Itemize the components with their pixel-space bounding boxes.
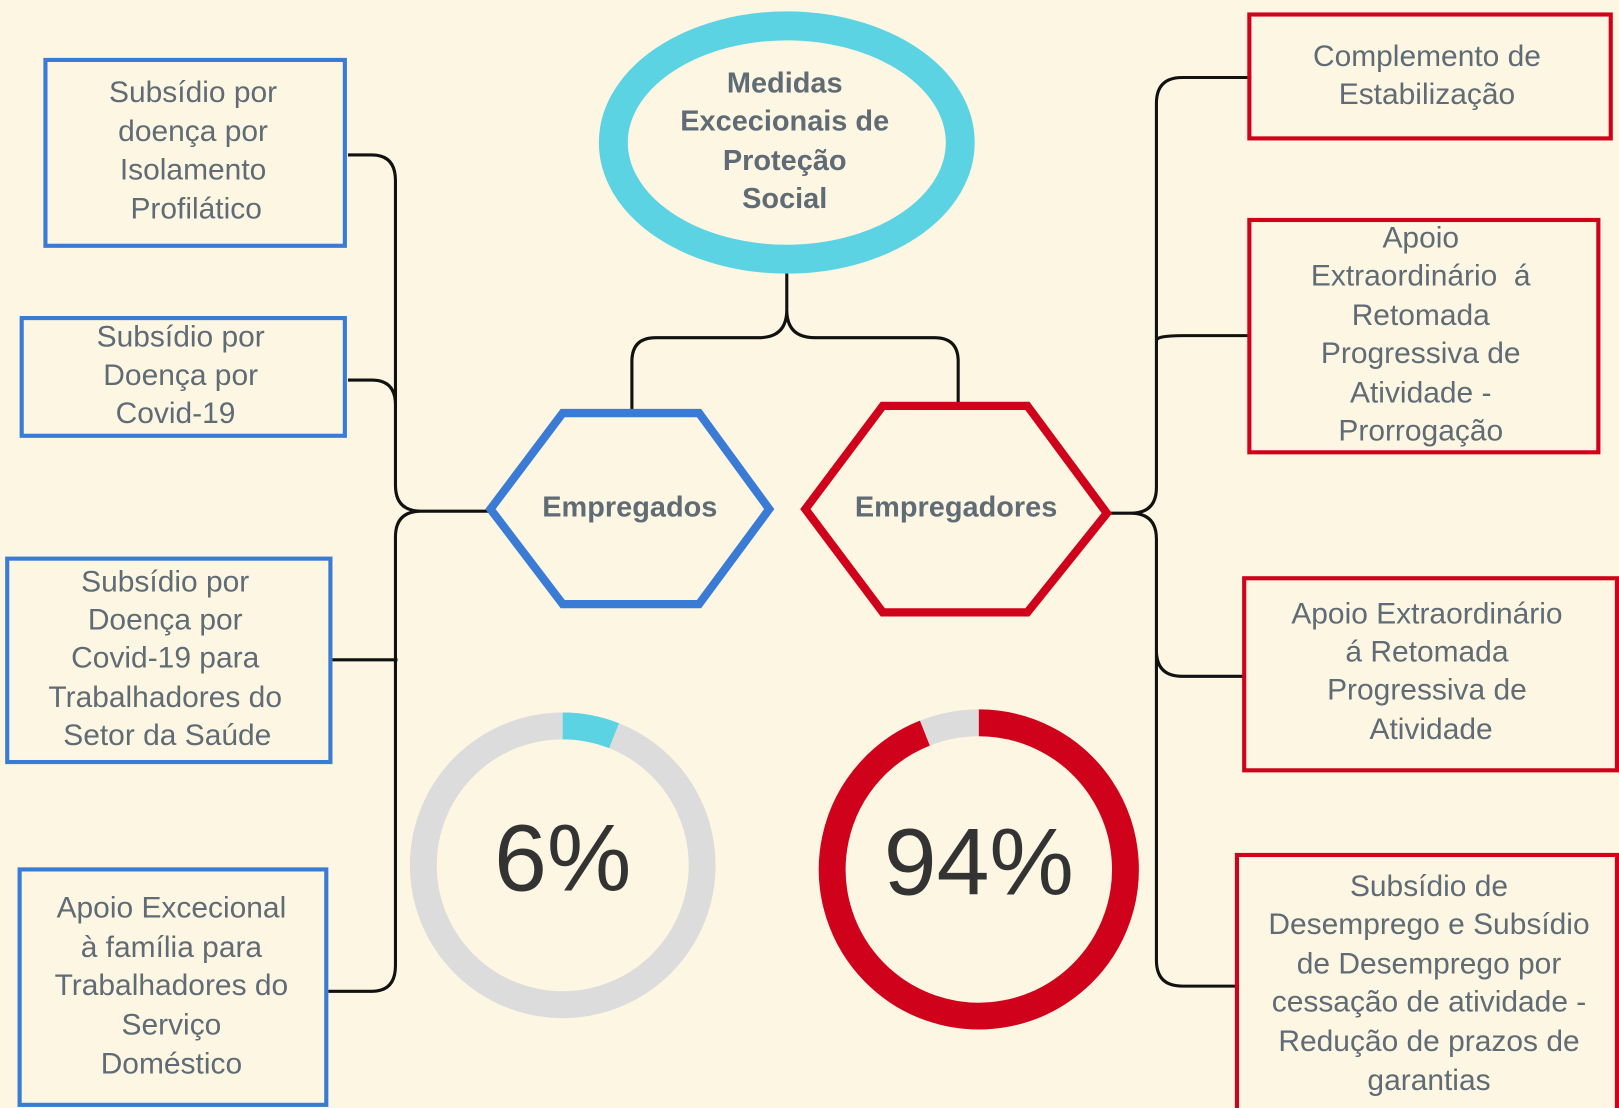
connector: [328, 153, 491, 993]
root-text: Proteção: [723, 145, 847, 177]
item-text: Setor da Saúde: [63, 719, 271, 752]
item-text: Retomada: [1352, 299, 1490, 332]
gauges: 6% 94%: [409, 709, 1139, 1030]
root-text: Excecionais de: [680, 106, 889, 138]
item-text: Trabalhadores do: [55, 969, 289, 1002]
item-text: Estabilização: [1339, 78, 1515, 111]
item-box: [43, 57, 347, 248]
item-text: Doença por: [103, 359, 258, 392]
item-box: [1234, 852, 1619, 1108]
item-text: Redução de prazos de: [1278, 1025, 1579, 1058]
item-box: [19, 316, 347, 438]
item-text: Complemento de: [1313, 40, 1541, 73]
item-text: Covid-19: [116, 397, 236, 430]
item-text: garantias: [1367, 1064, 1490, 1097]
root-node: [598, 11, 975, 274]
item-text: Progressiva de: [1321, 337, 1521, 370]
item-text: Extraordinário á: [1311, 260, 1531, 293]
gauge-label: 94%: [884, 810, 1074, 916]
item-text: Apoio: [1382, 222, 1459, 255]
item-text: Progressiva de: [1327, 674, 1527, 707]
item-text: Prorrogação: [1338, 415, 1503, 448]
item-text: Doença por: [88, 604, 243, 637]
item-text: Doméstico: [101, 1048, 242, 1081]
item-box: [1242, 576, 1619, 773]
item-text: doença por: [118, 115, 268, 148]
item-text: à família para: [81, 931, 263, 964]
item-text: Trabalhadores do: [48, 681, 282, 714]
item-text: Atividade -: [1350, 376, 1491, 409]
group-node: [485, 408, 775, 609]
item-text: Subsídio de: [1350, 870, 1508, 903]
item-box: [1247, 12, 1613, 141]
item-text: Profilático: [130, 193, 261, 226]
item-box: [17, 867, 329, 1107]
group-label: Empregadores: [855, 492, 1057, 524]
connector: [1106, 75, 1252, 988]
gauge-arc: [562, 712, 619, 749]
item-box: [5, 556, 333, 765]
item-text: Subsídio por: [81, 565, 249, 598]
item-text: de Desemprego por: [1297, 947, 1562, 980]
root-text: Social: [742, 183, 827, 215]
item-text: Subsídio por: [97, 321, 265, 354]
item-text: Subsídio por: [109, 76, 277, 109]
item-text: Apoio Excecional: [57, 892, 287, 925]
item-text: Atividade: [1370, 713, 1493, 746]
connector: [630, 270, 960, 414]
item-box: [1247, 217, 1601, 455]
group-node: [800, 401, 1113, 617]
gauge-arc: [818, 709, 1139, 1030]
item-text: Apoio Extraordinário: [1291, 597, 1562, 630]
item-text: Serviço: [121, 1008, 221, 1041]
item-text: Isolamento: [120, 153, 266, 186]
gauge-label: 6%: [494, 805, 631, 911]
item-text: Desemprego e Subsídio: [1268, 908, 1589, 941]
root-text: Medidas: [727, 67, 843, 99]
item-text: cessação de atividade -: [1272, 986, 1587, 1019]
group-label: Empregados: [542, 492, 717, 524]
item-text: Covid-19 para: [71, 642, 259, 675]
item-text: á Retomada: [1345, 636, 1508, 669]
